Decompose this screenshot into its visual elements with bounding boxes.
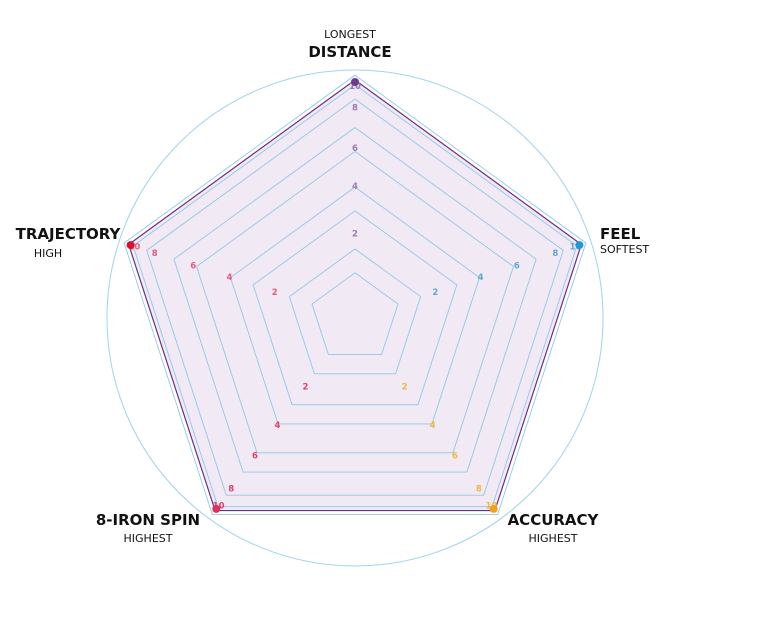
data-point-trajectory xyxy=(126,241,135,250)
grid-pentagon xyxy=(146,98,564,496)
tick-label-feel: 6 xyxy=(514,261,520,271)
grid-pentagon xyxy=(288,248,422,375)
tick-label-distance: 2 xyxy=(352,230,358,240)
tick-label-trajectory: 2 xyxy=(272,288,278,298)
tick-label-accuracy: 8 xyxy=(476,484,482,494)
axis-title-trajectory: TRAJECTORY xyxy=(16,225,122,243)
tick-label-spin: 4 xyxy=(274,421,280,431)
tick-label-trajectory: 6 xyxy=(190,261,196,271)
grid-pentagons xyxy=(123,74,587,515)
tick-label-feel: 4 xyxy=(478,273,484,283)
axis-sub-trajectory: HIGH xyxy=(34,247,62,260)
grid-pentagon xyxy=(173,127,537,473)
grid-pentagon xyxy=(132,84,578,508)
outer-circle xyxy=(106,69,604,567)
axis-sub-accuracy: HIGHEST xyxy=(529,532,578,545)
tick-label-accuracy: 2 xyxy=(402,382,408,392)
tick-labels: 246810246810246810246810246810 xyxy=(128,82,581,512)
grid-pentagon xyxy=(196,150,514,454)
data-point-distance xyxy=(351,78,359,86)
axis-sub-distance: LONGEST xyxy=(324,28,376,41)
tick-label-accuracy: 4 xyxy=(430,421,436,431)
tick-label-feel: 2 xyxy=(432,288,438,298)
grid-pentagon xyxy=(123,74,587,515)
data-points xyxy=(126,78,584,513)
tick-label-spin: 6 xyxy=(252,452,258,462)
series-area xyxy=(127,79,583,512)
tick-label-trajectory: 8 xyxy=(152,249,158,259)
data-point-feel xyxy=(575,241,584,250)
grid-pentagon xyxy=(311,272,399,356)
tick-label-distance: 4 xyxy=(352,182,358,192)
axis-title-spin: 8-IRON SPIN xyxy=(96,511,200,529)
axis-title-feel: FEEL xyxy=(600,225,641,243)
axis-sub-feel: SOFTEST xyxy=(600,243,649,256)
tick-label-distance: 10 xyxy=(349,82,361,92)
tick-label-distance: 8 xyxy=(352,103,358,113)
tick-label-spin: 8 xyxy=(228,484,234,494)
axis-title-accuracy: ACCURACY xyxy=(508,511,600,529)
tick-label-spin: 2 xyxy=(302,382,308,392)
data-point-accuracy xyxy=(489,504,498,513)
tick-label-feel: 8 xyxy=(552,249,558,259)
data-point-spin xyxy=(212,504,221,513)
axis-title-distance: DISTANCE xyxy=(308,43,391,61)
tick-label-trajectory: 10 xyxy=(128,242,140,252)
tick-label-feel: 10 xyxy=(570,242,582,252)
grid-pentagon xyxy=(252,210,458,406)
axis-sub-spin: HIGHEST xyxy=(124,532,173,545)
grid-pentagon xyxy=(229,186,481,425)
tick-label-trajectory: 4 xyxy=(226,273,232,283)
tick-label-accuracy: 6 xyxy=(452,452,458,462)
tick-label-distance: 6 xyxy=(352,144,358,154)
